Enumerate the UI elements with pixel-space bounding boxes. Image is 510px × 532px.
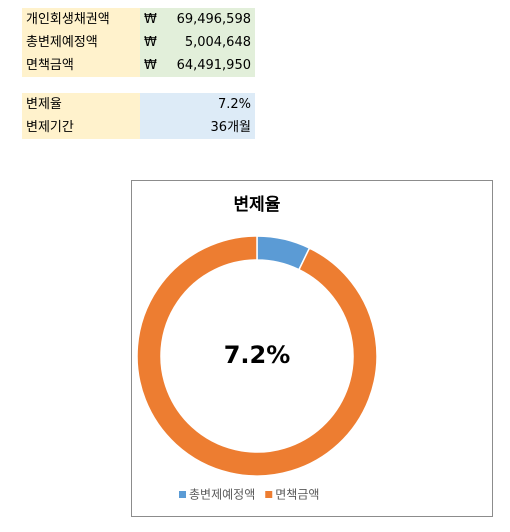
legend-label: 면책금액 <box>275 487 319 502</box>
legend-swatch <box>179 491 186 498</box>
center-label: 7.2% <box>224 341 291 369</box>
chart-title: 변제율 <box>234 195 281 215</box>
currency: ₩ <box>140 8 170 31</box>
row-label: 변제율 <box>22 93 140 116</box>
amount: 64,491,950 <box>170 54 255 77</box>
amount: 69,496,598 <box>170 8 255 31</box>
value: 36개월 <box>140 116 255 139</box>
row-label: 총변제예정액 <box>22 31 140 54</box>
row-label: 개인회생채권액 <box>22 8 140 31</box>
amount: 5,004,648 <box>170 31 255 54</box>
row-label: 변제기간 <box>22 116 140 139</box>
chart-frame: 변제율 7.2% 총변제예정액 면책금액 <box>131 180 493 517</box>
chart: 변제율 7.2% 총변제예정액 면책금액 <box>136 195 378 502</box>
donut-segment <box>136 235 378 477</box>
currency: ₩ <box>140 31 170 54</box>
row-label: 면책금액 <box>22 54 140 77</box>
legend-label: 총변제예정액 <box>189 488 255 502</box>
legend-swatch <box>265 491 273 498</box>
currency: ₩ <box>140 54 170 77</box>
value: 7.2% <box>140 93 255 116</box>
